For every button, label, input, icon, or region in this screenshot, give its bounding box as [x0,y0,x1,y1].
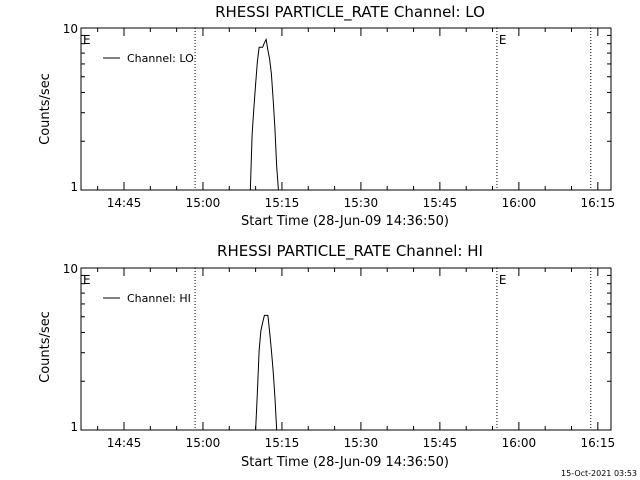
plot-area: E E 14:45 15:00 15:15 15:30 15:45 16:00 16:15 [80,27,616,210]
x-tick-label: 15:00 [186,196,221,210]
y-tick-label-bottom: 1 [70,180,78,194]
panel-hi: RHESSI PARTICLE_RATE Channel: HI Counts/… [38,242,615,470]
plot-frame [80,267,612,431]
plot-area: E E 14:45 15:00 15:15 15:30 15:45 16:00 16:15 [80,267,616,450]
x-tick-label: 16:00 [502,196,537,210]
series-line [249,37,279,191]
x-tick-label: 15:15 [265,196,300,210]
y-axis-label: Counts/sec [38,73,53,145]
x-tick-label: 15:30 [344,436,379,450]
y-tick-label-bottom: 1 [70,420,78,434]
x-tick-label: 16:15 [581,436,616,450]
x-axis-label: Start Time (28-Jun-09 14:36:50) [241,214,449,229]
x-tick-label: 14:45 [107,436,142,450]
x-tick-label: 14:45 [107,196,142,210]
chart-title: RHESSI PARTICLE_RATE Channel: HI [217,242,483,261]
x-tick-label: 16:00 [502,436,537,450]
x-tick-label: 15:00 [186,436,221,450]
plot-frame [80,27,612,191]
x-tick-label: 15:45 [423,196,458,210]
legend-entry: Channel: LO [127,52,194,65]
event-marker-label: E [499,33,507,47]
generation-timestamp: 15-Oct-2021 03:53 [561,469,637,478]
chart-title: RHESSI PARTICLE_RATE Channel: LO [215,3,485,22]
event-marker-label: E [83,273,91,287]
series-line [255,314,278,431]
x-tick-label: 15:45 [423,436,458,450]
panel-lo: RHESSI PARTICLE_RATE Channel: LO Counts/… [38,3,615,229]
x-tick-label: 16:15 [581,196,616,210]
legend-entry: Channel: HI [127,292,191,305]
y-tick-label-top: 10 [63,22,78,36]
y-tick-label-top: 10 [63,262,78,276]
y-axis-label: Counts/sec [38,311,53,383]
event-marker-label: E [83,33,91,47]
event-marker-label: E [499,273,507,287]
x-tick-label: 15:15 [265,436,300,450]
x-tick-label: 15:30 [344,196,379,210]
x-axis-label: Start Time (28-Jun-09 14:36:50) [241,455,449,470]
